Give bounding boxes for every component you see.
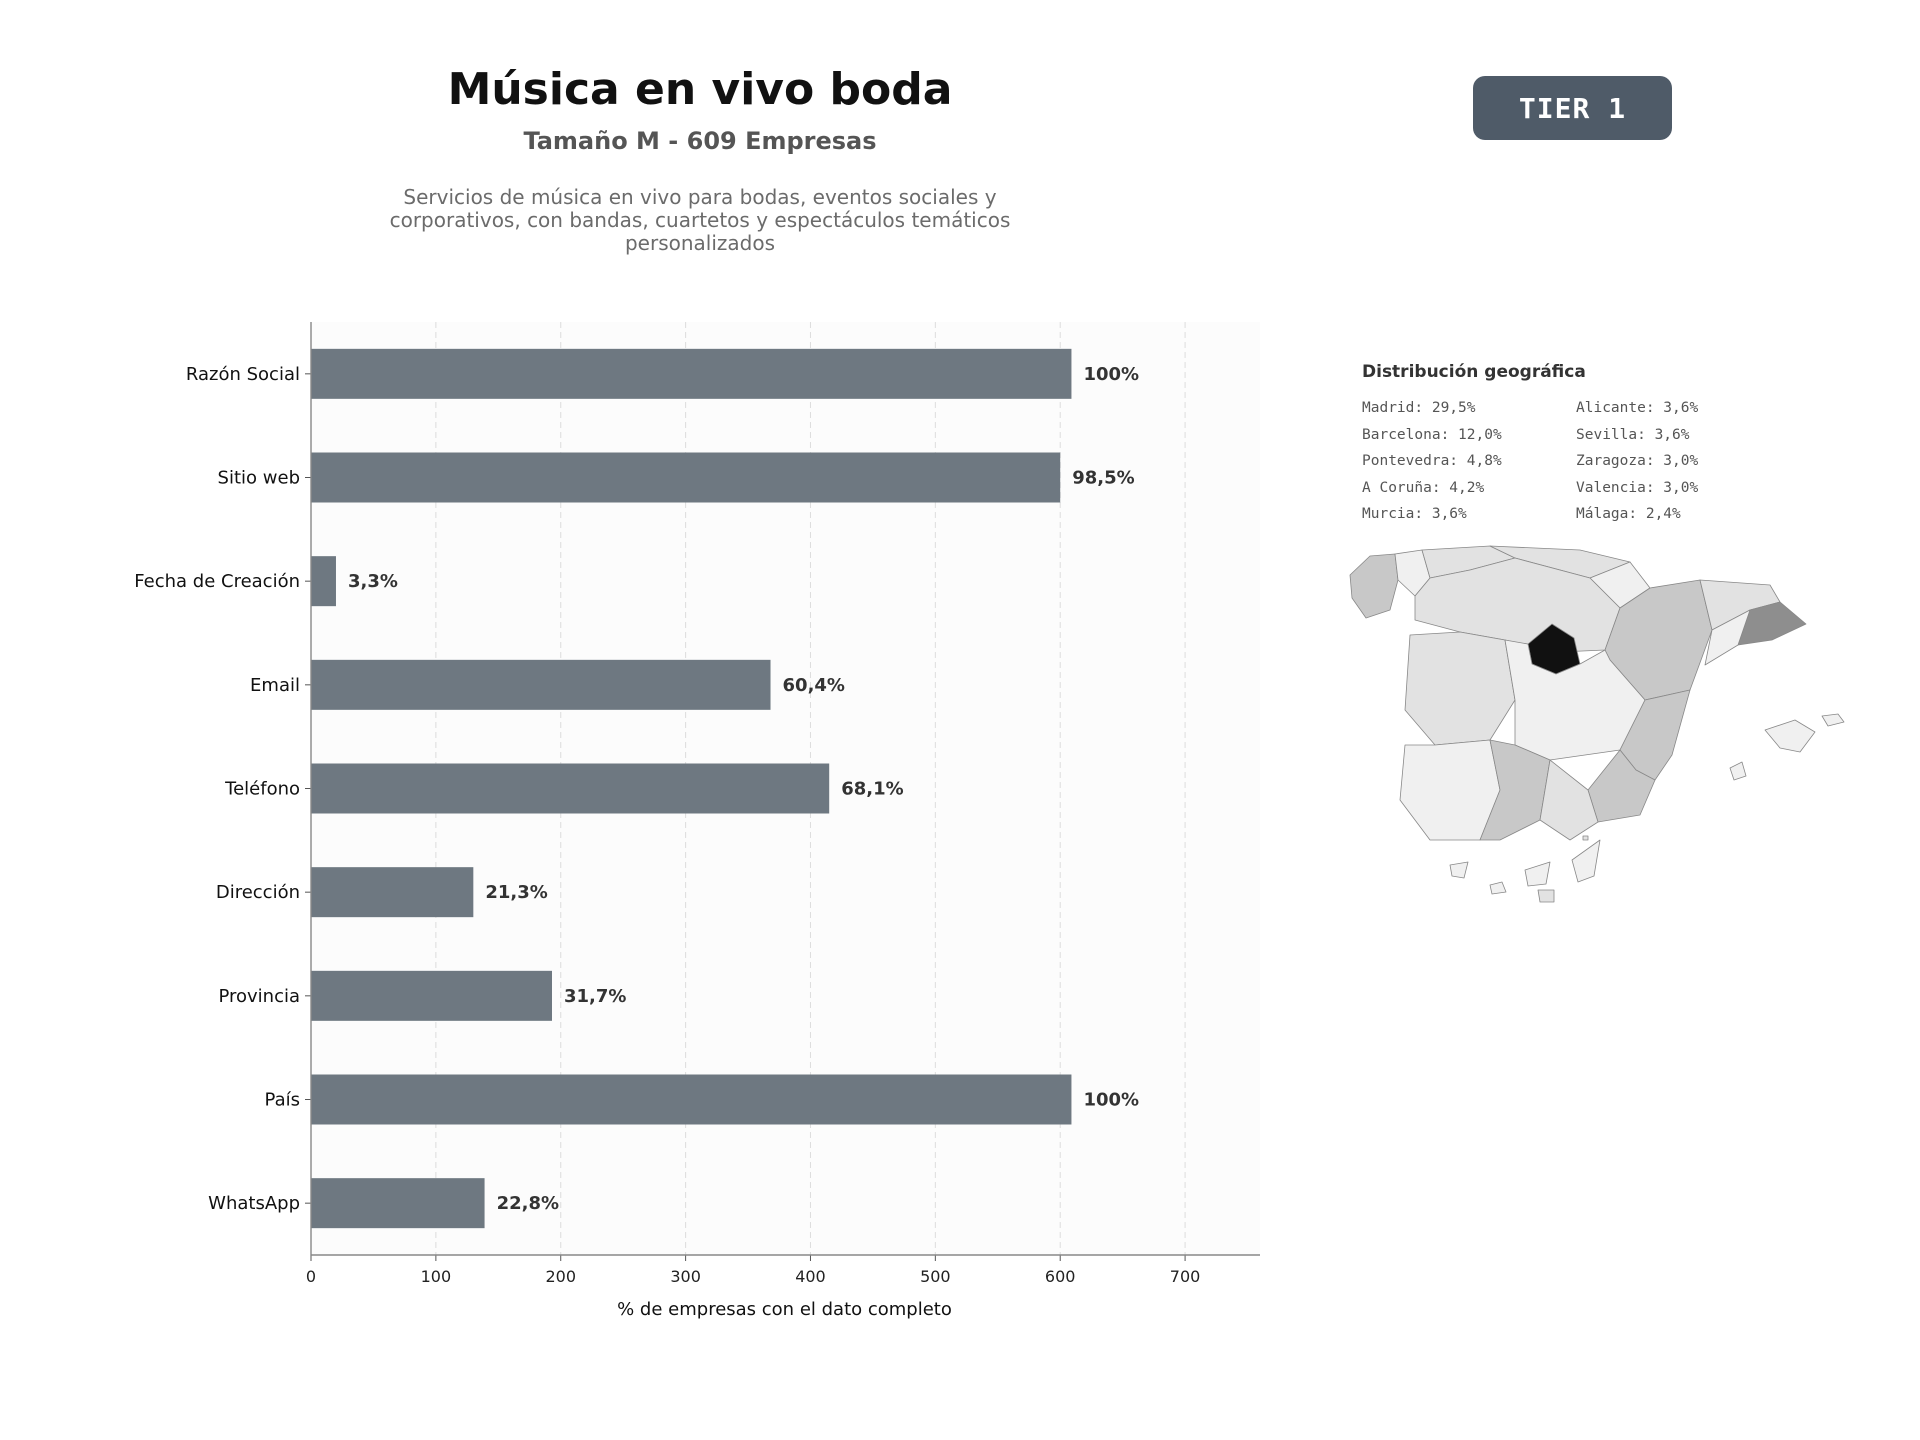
map-region-extremadura <box>1404 631 1516 746</box>
bar <box>311 659 771 710</box>
geo-item: Madrid: 29,5% <box>1362 400 1476 416</box>
bar <box>311 1074 1072 1125</box>
map-region-ceuta-melilla <box>1582 835 1589 841</box>
description-line: corporativos, con bandas, cuartetos y es… <box>389 208 1011 232</box>
y-tick-label: Fecha de Creación <box>134 571 300 592</box>
bar <box>311 1178 485 1229</box>
description-line: Servicios de música en vivo para bodas, … <box>403 185 997 209</box>
data-label: 100% <box>1083 364 1139 385</box>
geo-distribution-title: Distribución geográfica <box>1362 362 1586 382</box>
y-tick-label: Provincia <box>218 986 300 1007</box>
map-region-tarragona <box>1704 609 1751 666</box>
map-region-balear-menorca <box>1821 713 1845 727</box>
y-tick-label: País <box>265 1090 300 1111</box>
map-region-galicia-west <box>1349 553 1399 619</box>
description-line: personalizados <box>624 231 776 255</box>
bar <box>311 348 1072 399</box>
geo-item: Valencia: 3,0% <box>1576 479 1699 496</box>
x-tick-label: 0 <box>306 1267 316 1286</box>
map-region-balear-ibiza <box>1729 761 1747 781</box>
map-region-andalucia-east <box>1539 759 1599 841</box>
map-region-canarias-1 <box>1449 861 1469 879</box>
chart-description: Servicios de música en vivo para bodas, … <box>370 186 1030 255</box>
x-tick-label: 100 <box>421 1267 452 1286</box>
geo-item: Pontevedra: 4,8% <box>1362 453 1502 469</box>
spain-map <box>1349 545 1845 903</box>
data-label: 31,7% <box>564 986 626 1007</box>
map-region-andalucia-mid <box>1479 739 1551 841</box>
x-tick-label: 300 <box>670 1267 701 1286</box>
y-tick-label: Razón Social <box>186 364 300 385</box>
map-region-balear-mallorca <box>1764 719 1816 753</box>
geo-item: Murcia: 3,6% <box>1362 506 1467 522</box>
data-label: 22,8% <box>497 1193 559 1214</box>
y-tick-label: Sitio web <box>218 468 300 489</box>
map-region-andalucia-west <box>1399 739 1501 841</box>
y-tick-label: Dirección <box>216 882 300 903</box>
x-tick-label: 500 <box>920 1267 951 1286</box>
bar-chart: 0 100 200 300 400 500 600 700 Razón Social 100% Si… <box>134 322 1260 1320</box>
map-region-canarias-4 <box>1537 889 1555 903</box>
geo-item: Zaragoza: 3,0% <box>1576 453 1699 469</box>
data-label: 60,4% <box>783 675 845 696</box>
geo-item: Sevilla: 3,6% <box>1576 426 1690 443</box>
x-tick-label: 200 <box>545 1267 576 1286</box>
bar <box>311 867 474 918</box>
geo-item: Alicante: 3,6% <box>1576 400 1699 416</box>
x-axis-label: % de empresas con el dato completo <box>617 1299 952 1320</box>
bar <box>311 970 552 1021</box>
y-tick-label: WhatsApp <box>208 1193 300 1214</box>
tier-badge: TIER 1 <box>1473 76 1672 140</box>
data-label: 98,5% <box>1072 468 1134 489</box>
geo-item: Málaga: 2,4% <box>1576 506 1681 522</box>
data-label: 68,1% <box>841 779 903 800</box>
data-label: 3,3% <box>348 571 398 592</box>
geo-item: A Coruña: 4,2% <box>1362 479 1485 496</box>
chart-title: Música en vivo boda <box>447 64 953 115</box>
bar <box>311 556 336 607</box>
y-tick-label: Email <box>250 675 300 696</box>
map-region-canarias-3 <box>1524 861 1551 887</box>
data-label: 100% <box>1083 1090 1139 1111</box>
x-tick-label: 700 <box>1170 1267 1201 1286</box>
geo-distribution-list: Madrid: 29,5% Alicante: 3,6% Barcelona: … <box>1362 398 1782 525</box>
y-tick-label: Teléfono <box>224 779 300 800</box>
map-region-castilla-leon <box>1414 557 1621 653</box>
bar <box>311 452 1061 503</box>
geo-item: Barcelona: 12,0% <box>1362 426 1502 443</box>
x-tick-label: 600 <box>1045 1267 1076 1286</box>
map-region-canarias-5 <box>1571 839 1601 883</box>
data-label: 21,3% <box>485 882 547 903</box>
bar <box>311 763 830 814</box>
map-region-canarias-2 <box>1489 881 1507 895</box>
x-tick-label: 400 <box>795 1267 826 1286</box>
chart-subtitle: Tamaño M - 609 Empresas <box>523 127 877 155</box>
